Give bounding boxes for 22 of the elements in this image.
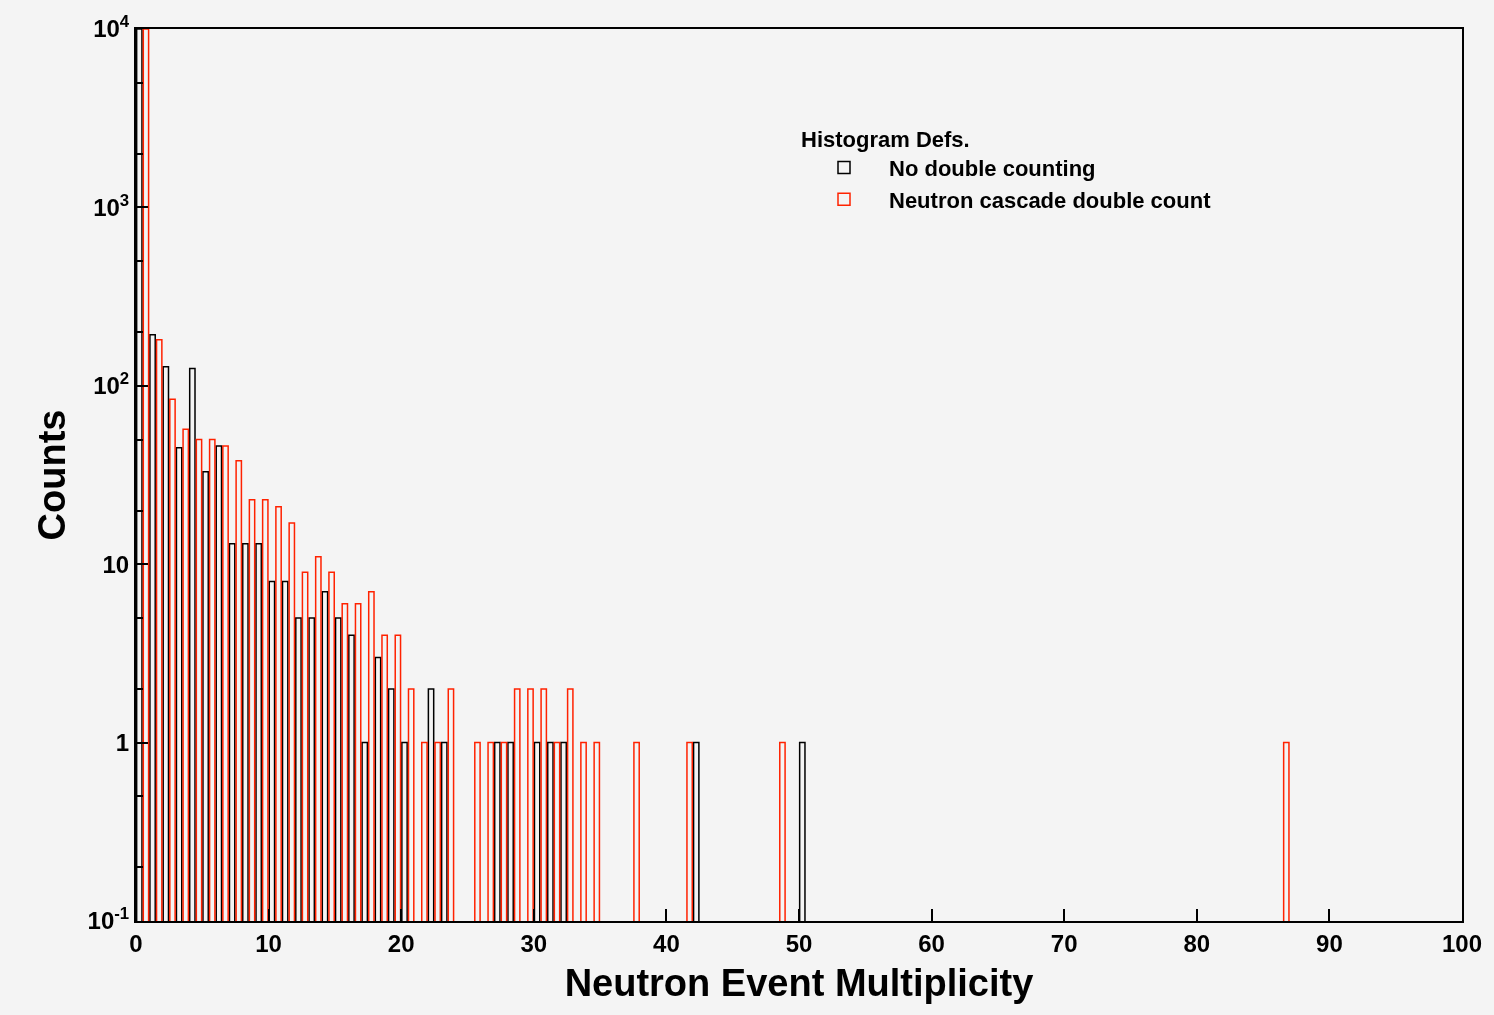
x-tick-label: 70 [1050, 929, 1078, 957]
x-tick-label: 100 [1441, 929, 1483, 957]
y-tick-label: 10$^{2}$ [93, 369, 130, 400]
y-tick-label: 10 [102, 550, 130, 578]
legend-label: Neutron cascade double count [889, 187, 1212, 213]
x-tick-label: 50 [785, 929, 813, 957]
x-tick-label: 90 [1316, 929, 1343, 957]
x-tick-label: 40 [653, 929, 680, 957]
x-tick-label: 0 [129, 929, 143, 957]
x-tick-label: 80 [1183, 929, 1211, 957]
y-tick-label: 10$^{3}$ [93, 190, 130, 221]
legend-label: No double counting [889, 156, 1096, 182]
legend-title: Histogram Defs. [801, 126, 970, 152]
y-tick-label: 10$^{4}$ [93, 12, 130, 43]
x-axis-title: Neutron Event Multiplicity [564, 962, 1034, 1005]
y-axis-title: Counts [31, 409, 74, 541]
x-tick-label: 30 [520, 929, 548, 957]
y-tick-label: 10$^{-1}$ [87, 904, 130, 935]
x-tick-label: 20 [387, 929, 415, 957]
y-tick-label: 1 [115, 729, 130, 756]
x-tick-label: 60 [918, 929, 945, 957]
x-tick-label: 10 [255, 929, 282, 957]
